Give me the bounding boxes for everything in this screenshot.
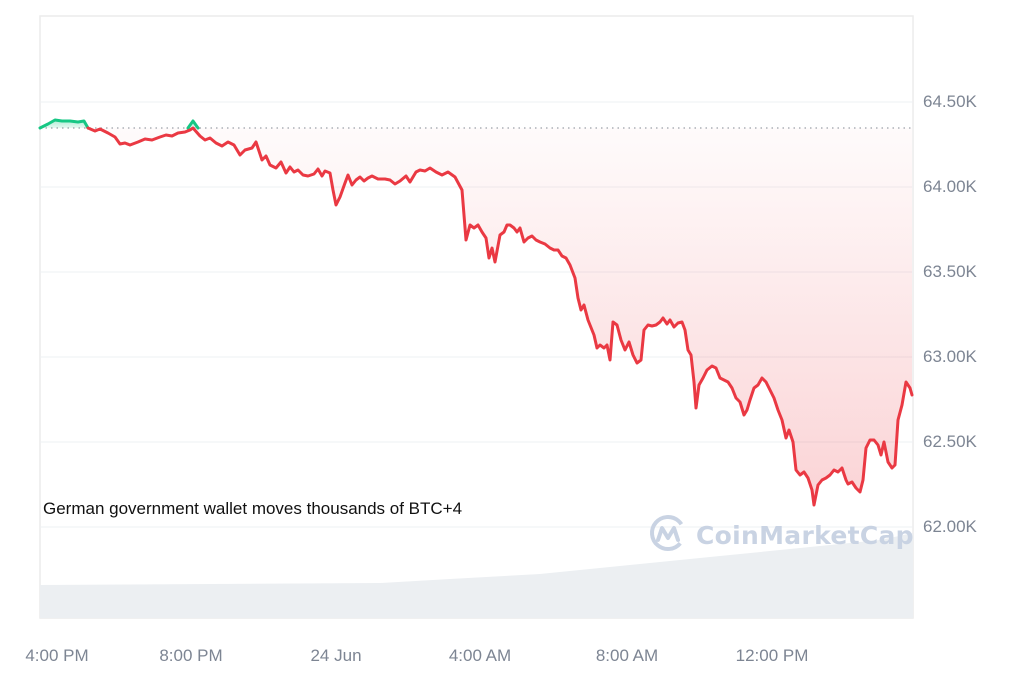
watermark: CoinMarketCap — [648, 513, 914, 558]
x-axis-label: 24 Jun — [310, 646, 362, 665]
y-axis-label: 64.50K — [923, 92, 977, 111]
price-line-down — [86, 126, 914, 507]
price-line-up — [38, 118, 90, 130]
price-area-fill — [88, 128, 912, 505]
y-axis-label: 62.00K — [923, 517, 977, 536]
x-axis-label: 12:00 PM — [735, 646, 809, 665]
y-axis-label: 62.50K — [923, 432, 977, 451]
watermark-text: CoinMarketCap — [696, 521, 914, 550]
x-axis-label: 4:00 AM — [448, 646, 512, 665]
volume-area — [40, 533, 913, 618]
news-annotation[interactable]: German government wallet moves thousands… — [43, 499, 463, 518]
y-axis-label: 63.00K — [923, 347, 977, 366]
x-axis-label: 4:00 PM — [25, 646, 89, 665]
x-axis-label: 8:00 PM — [159, 646, 223, 665]
y-axis-label: 63.50K — [923, 262, 977, 281]
y-axis-label: 64.00K — [923, 177, 977, 196]
x-axis-label: 8:00 AM — [595, 646, 659, 665]
coinmarketcap-logo-icon — [648, 513, 688, 558]
